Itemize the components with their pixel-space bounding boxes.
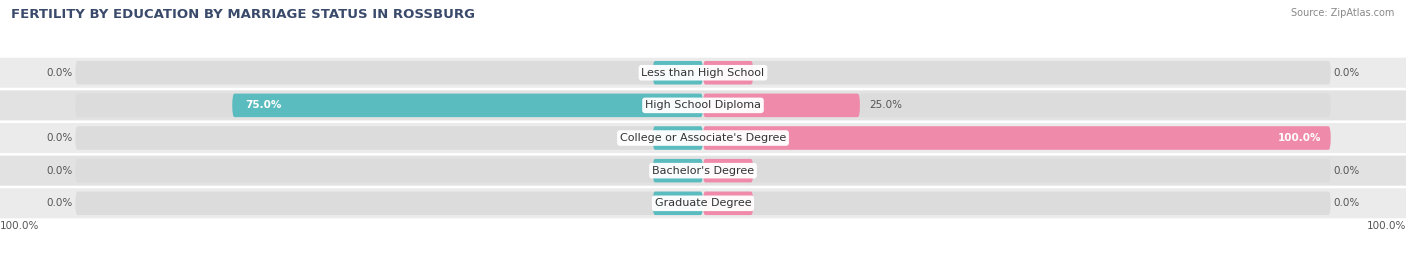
FancyBboxPatch shape xyxy=(232,94,703,117)
FancyBboxPatch shape xyxy=(703,126,1330,150)
Text: 0.0%: 0.0% xyxy=(46,166,72,176)
Text: College or Associate's Degree: College or Associate's Degree xyxy=(620,133,786,143)
FancyBboxPatch shape xyxy=(0,156,1406,186)
FancyBboxPatch shape xyxy=(652,192,703,215)
FancyBboxPatch shape xyxy=(652,126,703,150)
Text: High School Diploma: High School Diploma xyxy=(645,100,761,110)
FancyBboxPatch shape xyxy=(76,94,703,117)
Text: Less than High School: Less than High School xyxy=(641,68,765,78)
FancyBboxPatch shape xyxy=(703,94,1330,117)
Text: Source: ZipAtlas.com: Source: ZipAtlas.com xyxy=(1291,8,1395,18)
Text: 0.0%: 0.0% xyxy=(1334,68,1360,78)
Text: 0.0%: 0.0% xyxy=(46,198,72,208)
FancyBboxPatch shape xyxy=(703,159,754,183)
FancyBboxPatch shape xyxy=(76,159,703,183)
FancyBboxPatch shape xyxy=(703,192,1330,215)
FancyBboxPatch shape xyxy=(652,159,703,183)
Text: 0.0%: 0.0% xyxy=(1334,198,1360,208)
Text: Bachelor's Degree: Bachelor's Degree xyxy=(652,166,754,176)
Text: 0.0%: 0.0% xyxy=(46,133,72,143)
Text: FERTILITY BY EDUCATION BY MARRIAGE STATUS IN ROSSBURG: FERTILITY BY EDUCATION BY MARRIAGE STATU… xyxy=(11,8,475,21)
Text: 100.0%: 100.0% xyxy=(1278,133,1322,143)
FancyBboxPatch shape xyxy=(703,61,1330,84)
FancyBboxPatch shape xyxy=(703,192,754,215)
FancyBboxPatch shape xyxy=(76,126,703,150)
Text: 25.0%: 25.0% xyxy=(869,100,903,110)
Text: 100.0%: 100.0% xyxy=(1367,221,1406,230)
Text: 0.0%: 0.0% xyxy=(1334,166,1360,176)
FancyBboxPatch shape xyxy=(0,188,1406,218)
FancyBboxPatch shape xyxy=(0,123,1406,153)
Text: 0.0%: 0.0% xyxy=(46,68,72,78)
Text: Graduate Degree: Graduate Degree xyxy=(655,198,751,208)
FancyBboxPatch shape xyxy=(703,61,754,84)
Text: 100.0%: 100.0% xyxy=(0,221,39,230)
Text: 75.0%: 75.0% xyxy=(245,100,281,110)
FancyBboxPatch shape xyxy=(0,58,1406,88)
FancyBboxPatch shape xyxy=(703,126,1330,150)
FancyBboxPatch shape xyxy=(76,192,703,215)
FancyBboxPatch shape xyxy=(0,90,1406,120)
FancyBboxPatch shape xyxy=(652,61,703,84)
FancyBboxPatch shape xyxy=(703,159,1330,183)
FancyBboxPatch shape xyxy=(76,61,703,84)
FancyBboxPatch shape xyxy=(703,94,860,117)
